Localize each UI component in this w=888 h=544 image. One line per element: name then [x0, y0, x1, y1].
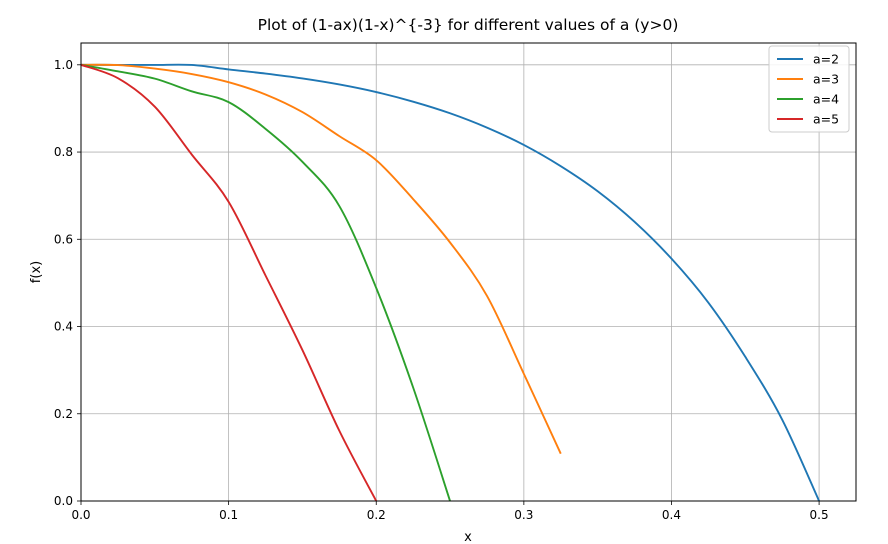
x-tick-label: 0.3 [514, 508, 533, 522]
x-tick-label: 0.2 [367, 508, 386, 522]
x-tick-label: 0.1 [219, 508, 238, 522]
y-tick-label: 0.8 [54, 145, 73, 159]
y-axis-label: f(x) [29, 261, 44, 283]
series-lines [80, 63, 820, 502]
legend-label-0: a=2 [813, 52, 839, 67]
plot-area-frame [80, 42, 857, 502]
series-line-1 [80, 63, 562, 455]
legend-box [768, 45, 850, 133]
y-tick-label: 1.0 [54, 58, 73, 72]
x-axis-label: x [464, 530, 472, 544]
legend: a=2 a=3 a=4 a=5 [768, 45, 850, 133]
x-tick-label: 0.4 [662, 508, 681, 522]
y-tick-label: 0.4 [54, 320, 73, 334]
legend-label-2: a=4 [813, 92, 839, 107]
series-line-3 [80, 63, 378, 502]
ticks: 0.0 0.1 0.2 0.3 0.4 0.5 0.0 0.2 0.4 0.6 0.8 1.0 [54, 58, 829, 522]
y-tick-label: 0.0 [54, 494, 73, 508]
y-tick-label: 0.6 [54, 232, 73, 246]
legend-label-3: a=5 [813, 112, 839, 127]
x-tick-label: 0.5 [810, 508, 829, 522]
series-line-0 [80, 63, 820, 502]
series-line-2 [80, 63, 451, 502]
chart-title: Plot of (1-ax)(1-x)^{-3} for different v… [258, 16, 679, 34]
legend-label-1: a=3 [813, 72, 839, 87]
x-tick-label: 0.0 [71, 508, 90, 522]
y-tick-label: 0.2 [54, 407, 73, 421]
